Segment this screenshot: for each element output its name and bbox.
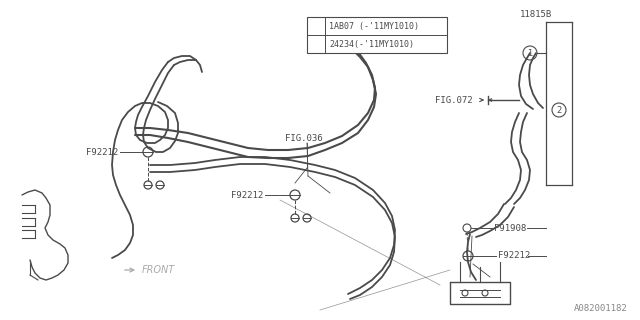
Text: 1: 1 [314,23,318,29]
Text: F92212: F92212 [86,148,118,156]
Text: 1: 1 [527,49,532,58]
Text: FIG.036: FIG.036 [285,133,323,142]
Text: F92212: F92212 [231,190,263,199]
Text: 2: 2 [314,41,318,47]
Text: 24234(-'11MY1010): 24234(-'11MY1010) [329,39,414,49]
Text: 1AB07 (-'11MY1010): 1AB07 (-'11MY1010) [329,21,419,30]
Text: 11815B: 11815B [520,10,552,19]
Text: FRONT: FRONT [142,265,175,275]
Text: 2: 2 [556,106,562,115]
Text: FIG.072: FIG.072 [435,95,472,105]
Text: F91908: F91908 [494,223,526,233]
Text: A082001182: A082001182 [574,304,628,313]
FancyBboxPatch shape [307,17,447,53]
Text: F92212: F92212 [498,252,531,260]
